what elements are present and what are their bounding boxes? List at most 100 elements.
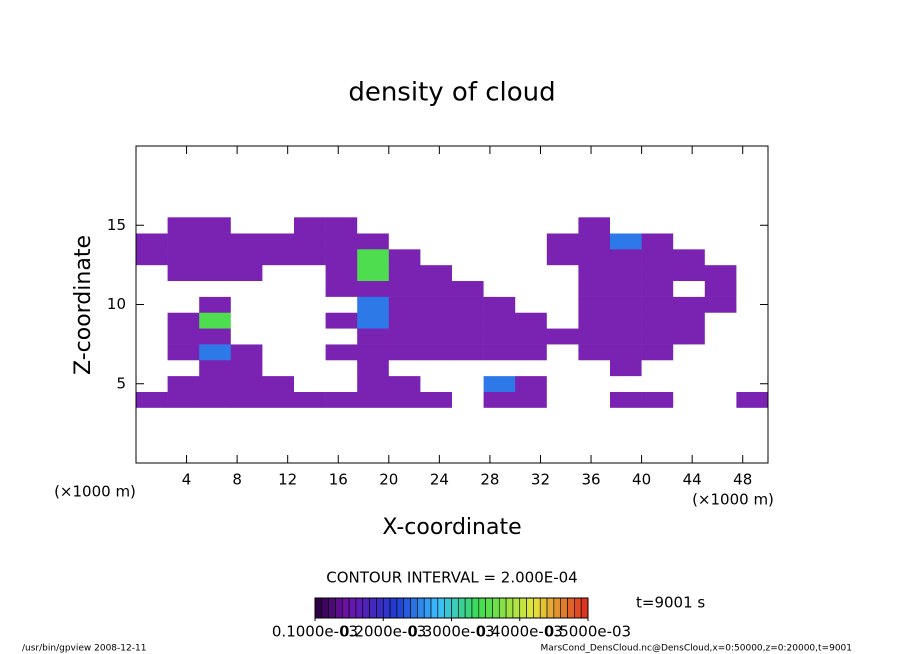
density-cell [136, 344, 168, 361]
time-label: t=9001 s [636, 594, 705, 612]
density-cell [230, 344, 263, 361]
density-cell [483, 296, 516, 313]
density-cell [325, 375, 358, 392]
density-cell [610, 375, 642, 392]
density-cell [199, 375, 232, 392]
density-cell [704, 296, 737, 313]
density-cell [578, 344, 611, 361]
density-cell [388, 249, 421, 266]
density-cell [230, 233, 263, 250]
density-cell [388, 391, 421, 408]
density-cell [294, 280, 326, 297]
density-cell [578, 359, 611, 377]
density-cell [357, 328, 390, 345]
density-cell [357, 375, 390, 392]
density-cell [199, 249, 232, 266]
density-cell [167, 391, 200, 408]
density-cell [483, 391, 516, 408]
colorbar-stripe [328, 597, 336, 619]
density-cell [230, 217, 263, 234]
density-cell [167, 264, 200, 282]
density-cell [641, 359, 674, 377]
density-cell [452, 249, 484, 266]
density-cell [641, 280, 674, 297]
colorbar-stripe [410, 597, 418, 619]
y-tick-label: 10 [107, 295, 126, 313]
density-cell [578, 233, 611, 250]
colorbar-stripe [574, 597, 582, 619]
colorbar-stripe [560, 597, 568, 619]
density-cell [610, 296, 642, 313]
density-cell [420, 296, 453, 313]
colorbar-stripe [458, 597, 466, 619]
density-cell [420, 375, 453, 392]
density-cell [736, 280, 769, 297]
density-cell [704, 233, 737, 250]
density-cell [199, 391, 232, 408]
density-cell [294, 217, 326, 234]
density-cell [546, 328, 579, 345]
density-cell [420, 328, 453, 345]
density-cell [136, 280, 168, 297]
density-cell [357, 264, 390, 282]
colorbar-stripe [396, 597, 405, 619]
density-cell [610, 312, 642, 329]
density-cell [357, 359, 390, 377]
density-cell [641, 375, 674, 392]
density-cell [515, 375, 548, 392]
colorbar-tick-label: 0.5000e-03 [545, 623, 631, 641]
colorbar-stripe [355, 597, 364, 619]
density-cell [420, 312, 453, 329]
density-cell [641, 391, 674, 408]
density-cell [262, 391, 295, 408]
density-cell [515, 344, 548, 361]
density-cell [294, 312, 326, 329]
density-cell [388, 328, 421, 345]
density-cell [610, 217, 642, 234]
density-cell [230, 296, 263, 313]
density-cell [546, 391, 579, 408]
density-cell [199, 328, 232, 345]
density-cell [262, 233, 295, 250]
density-cell [673, 264, 706, 282]
density-cell [515, 249, 548, 266]
density-cell [546, 280, 579, 297]
density-cell [262, 249, 295, 266]
density-cell [230, 359, 263, 377]
density-cell [736, 264, 769, 282]
density-cell [136, 233, 168, 250]
density-cell [578, 264, 611, 282]
density-cell [420, 233, 453, 250]
density-cell [325, 391, 358, 408]
density-cell [483, 375, 516, 392]
density-cell [578, 249, 611, 266]
colorbar-stripe [498, 597, 507, 619]
density-cell [641, 312, 674, 329]
density-cell [136, 264, 168, 282]
density-cell [546, 233, 579, 250]
density-cell [136, 375, 168, 392]
density-cell [262, 217, 295, 234]
colorbar-stripe [492, 597, 500, 619]
density-cell [610, 280, 642, 297]
density-cell [167, 280, 200, 297]
density-cell [199, 280, 232, 297]
density-cell [546, 344, 579, 361]
density-cell [230, 249, 263, 266]
colorbar-tick-label: 0.2000e-03 [340, 623, 426, 641]
density-cell [388, 217, 421, 234]
density-cell [736, 312, 769, 329]
density-cell [736, 249, 769, 266]
density-cell [167, 233, 200, 250]
density-cell [262, 264, 295, 282]
colorbar-stripe [567, 597, 575, 619]
density-cell [325, 296, 358, 313]
density-cell [388, 375, 421, 392]
density-cell [325, 249, 358, 266]
colorbar-stripe [505, 597, 514, 619]
density-cell [610, 249, 642, 266]
density-cell [167, 217, 200, 234]
density-cell [262, 375, 295, 392]
density-cell [420, 391, 453, 408]
density-cell [736, 328, 769, 345]
